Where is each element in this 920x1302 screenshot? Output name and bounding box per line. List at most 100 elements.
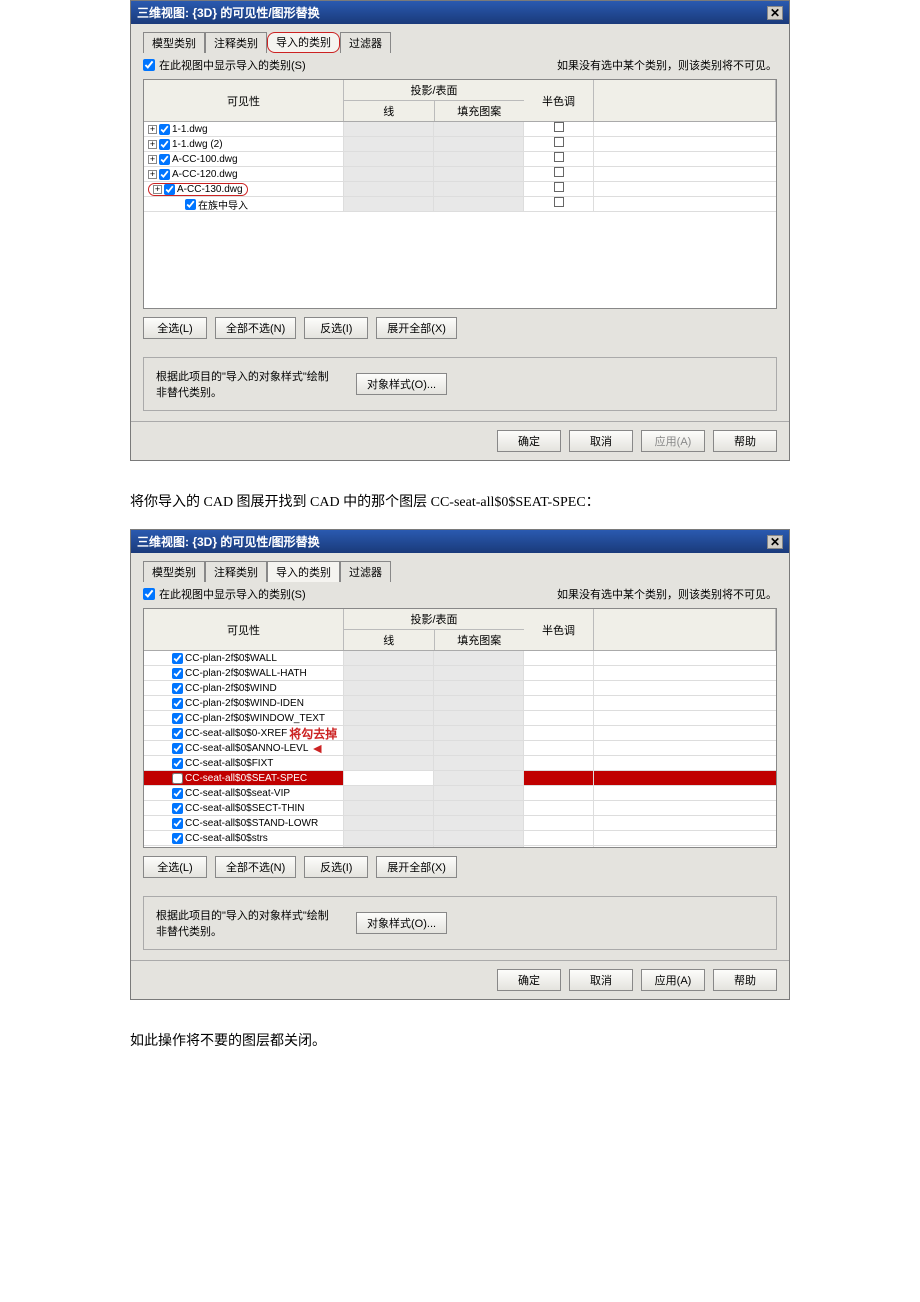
help-button[interactable]: 帮助 <box>713 969 777 991</box>
row-checkbox[interactable] <box>172 713 183 724</box>
row-checkbox[interactable] <box>172 698 183 709</box>
apply-button[interactable]: 应用(A) <box>641 430 705 452</box>
table-row[interactable]: CC-seat-all$0$SEAT-SPEC替换... <box>144 771 776 786</box>
tab-model[interactable]: 模型类别 <box>143 32 205 53</box>
override-cell[interactable]: 替换... <box>344 771 434 785</box>
expand-icon[interactable]: + <box>153 185 162 194</box>
select-all-button[interactable]: 全选(L) <box>143 317 207 339</box>
close-icon[interactable]: ✕ <box>767 6 783 20</box>
apply-button[interactable]: 应用(A) <box>641 969 705 991</box>
row-label: CC-seat-all$0$STAND-LOWR <box>185 818 318 829</box>
override-cell <box>344 711 434 725</box>
category-grid: 可见性 投影/表面 线 填充图案 半色调 CC-plan-2f$0$WALL C… <box>143 608 777 848</box>
row-checkbox[interactable] <box>172 818 183 829</box>
tab-filter[interactable]: 过滤器 <box>340 561 391 582</box>
expand-icon[interactable]: + <box>148 140 157 149</box>
row-checkbox[interactable] <box>159 154 170 165</box>
halftone-checkbox[interactable] <box>554 167 564 177</box>
row-checkbox[interactable] <box>172 653 183 664</box>
help-button[interactable]: 帮助 <box>713 430 777 452</box>
row-checkbox[interactable] <box>172 668 183 679</box>
table-row[interactable]: CC-plan-2f$0$WALL <box>144 651 776 666</box>
table-row[interactable]: CC-plan-2f$0$WIND <box>144 681 776 696</box>
table-row[interactable]: CC-seat-all$0$seat-VIP <box>144 786 776 801</box>
ok-button[interactable]: 确定 <box>497 430 561 452</box>
table-row[interactable]: + 1-1.dwg <box>144 122 776 137</box>
table-row[interactable]: CC-seat-all$0$ANNO-LEVL ◄ <box>144 741 776 756</box>
expand-icon[interactable]: + <box>148 170 157 179</box>
dialog-title: 三维视图: {3D} 的可见性/图形替换 <box>137 4 320 21</box>
row-checkbox[interactable] <box>172 758 183 769</box>
close-icon[interactable]: ✕ <box>767 535 783 549</box>
instruction-text-2: 如此操作将不要的图层都关闭。 <box>130 1030 790 1050</box>
table-row[interactable]: + A-CC-130.dwg <box>144 182 776 197</box>
table-row[interactable]: CC-plan-2f$0$WINDOW_TEXT <box>144 711 776 726</box>
show-imported-checkbox[interactable]: 在此视图中显示导入的类别(S) <box>143 57 306 73</box>
halftone-checkbox[interactable] <box>554 182 564 192</box>
row-label: CC-seat-all$0$0-XREF <box>185 728 287 739</box>
show-imported-input[interactable] <box>143 588 155 600</box>
table-row[interactable]: CC-seat-all$0$strs <box>144 831 776 846</box>
override-cell <box>344 831 434 845</box>
row-checkbox[interactable] <box>172 728 183 739</box>
expand-all-button[interactable]: 展开全部(X) <box>376 317 457 339</box>
row-checkbox[interactable] <box>172 788 183 799</box>
tab-filter[interactable]: 过滤器 <box>340 32 391 53</box>
row-checkbox[interactable] <box>159 169 170 180</box>
table-row[interactable]: + A-CC-100.dwg <box>144 152 776 167</box>
row-checkbox[interactable] <box>172 848 183 849</box>
invert-button[interactable]: 反选(I) <box>304 856 368 878</box>
row-label: CC-plan-2f$0$WALL-HATH <box>185 668 307 679</box>
object-styles-button[interactable]: 对象样式(O)... <box>356 912 447 934</box>
tab-bar: 模型类别 注释类别 导入的类别 过滤器 <box>143 561 777 582</box>
row-label: CC-plan-2f$0$WIND <box>185 683 277 694</box>
table-row[interactable]: CC-seat-all$0$TEMP <box>144 846 776 848</box>
table-row[interactable]: CC-seat-all$0$FIXT <box>144 756 776 771</box>
row-label: CC-plan-2f$0$WIND-IDEN <box>185 698 304 709</box>
row-checkbox[interactable] <box>159 124 170 135</box>
cancel-button[interactable]: 取消 <box>569 430 633 452</box>
row-checkbox[interactable] <box>185 199 196 210</box>
select-none-button[interactable]: 全部不选(N) <box>215 317 296 339</box>
header-fill: 填充图案 <box>435 101 525 121</box>
table-row[interactable]: 在族中导入 <box>144 197 776 212</box>
tab-imported[interactable]: 导入的类别 <box>267 32 340 53</box>
select-none-button[interactable]: 全部不选(N) <box>215 856 296 878</box>
select-all-button[interactable]: 全选(L) <box>143 856 207 878</box>
expand-icon[interactable]: + <box>148 155 157 164</box>
halftone-checkbox[interactable] <box>554 152 564 162</box>
table-row[interactable]: CC-plan-2f$0$WALL-HATH <box>144 666 776 681</box>
table-row[interactable]: CC-seat-all$0$SECT-THIN <box>144 801 776 816</box>
row-label: A-CC-120.dwg <box>172 169 238 180</box>
table-row[interactable]: + A-CC-120.dwg <box>144 167 776 182</box>
table-row[interactable]: + 1-1.dwg (2) <box>144 137 776 152</box>
row-checkbox[interactable] <box>172 683 183 694</box>
row-checkbox[interactable] <box>172 803 183 814</box>
row-checkbox[interactable] <box>172 743 183 754</box>
row-checkbox[interactable] <box>159 139 170 150</box>
table-row[interactable]: CC-seat-all$0$0-XREF 将勾去掉 <box>144 726 776 741</box>
halftone-checkbox[interactable] <box>554 122 564 132</box>
tab-annotation[interactable]: 注释类别 <box>205 561 267 582</box>
show-imported-input[interactable] <box>143 59 155 71</box>
object-styles-button[interactable]: 对象样式(O)... <box>356 373 447 395</box>
row-label: CC-seat-all$0$strs <box>185 833 268 844</box>
row-checkbox[interactable] <box>172 833 183 844</box>
tab-model[interactable]: 模型类别 <box>143 561 205 582</box>
table-row[interactable]: CC-plan-2f$0$WIND-IDEN <box>144 696 776 711</box>
row-checkbox[interactable] <box>172 773 183 784</box>
invert-button[interactable]: 反选(I) <box>304 317 368 339</box>
table-row[interactable]: CC-seat-all$0$STAND-LOWR <box>144 816 776 831</box>
tab-annotation[interactable]: 注释类别 <box>205 32 267 53</box>
halftone-checkbox[interactable] <box>554 137 564 147</box>
halftone-checkbox[interactable] <box>554 197 564 207</box>
cancel-button[interactable]: 取消 <box>569 969 633 991</box>
expand-icon[interactable]: + <box>148 125 157 134</box>
show-imported-checkbox[interactable]: 在此视图中显示导入的类别(S) <box>143 586 306 602</box>
expand-all-button[interactable]: 展开全部(X) <box>376 856 457 878</box>
row-checkbox[interactable] <box>164 184 175 195</box>
titlebar: 三维视图: {3D} 的可见性/图形替换 ✕ <box>131 530 789 553</box>
tab-imported[interactable]: 导入的类别 <box>267 561 340 582</box>
ok-button[interactable]: 确定 <box>497 969 561 991</box>
object-styles-box: 根据此项目的"导入的对象样式"绘制非替代类别。 对象样式(O)... <box>143 357 777 411</box>
